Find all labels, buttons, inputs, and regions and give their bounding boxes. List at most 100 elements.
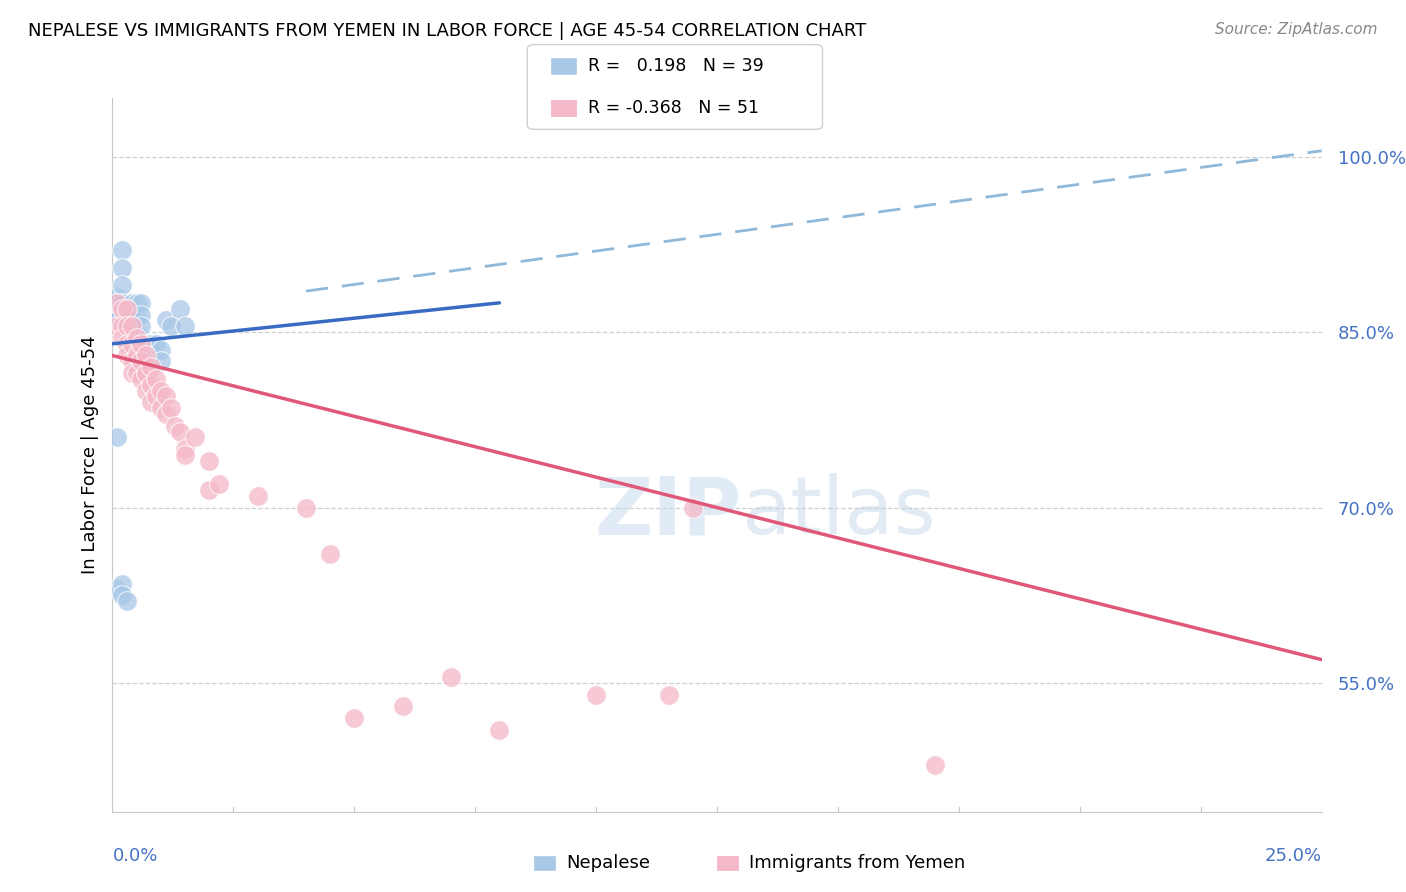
Point	[174, 442, 197, 456]
Point	[141, 360, 163, 375]
Point	[141, 377, 163, 392]
Point	[125, 296, 148, 310]
Point	[111, 296, 134, 310]
Text: 25.0%: 25.0%	[1264, 847, 1322, 865]
Point	[115, 301, 138, 316]
Point	[111, 278, 134, 293]
Point	[440, 670, 463, 684]
Point	[121, 366, 143, 380]
Point	[585, 688, 607, 702]
Point	[115, 594, 138, 608]
Point	[174, 319, 197, 334]
Point	[111, 260, 134, 275]
Point	[121, 331, 143, 345]
Point	[174, 448, 197, 462]
Point	[115, 308, 138, 322]
Point	[121, 319, 143, 334]
Point	[115, 313, 138, 327]
Point	[391, 699, 413, 714]
Point	[111, 319, 134, 334]
Point	[149, 343, 172, 357]
Point	[149, 401, 172, 416]
Text: 0.0%: 0.0%	[112, 847, 157, 865]
Point	[125, 336, 148, 351]
Text: R = -0.368   N = 51: R = -0.368 N = 51	[588, 99, 759, 117]
Point	[183, 430, 205, 444]
Point	[131, 319, 153, 334]
Point	[131, 372, 153, 386]
Point	[105, 296, 128, 310]
Point	[155, 313, 177, 327]
Point	[121, 313, 143, 327]
Point	[125, 331, 148, 345]
Point	[115, 319, 138, 334]
Point	[343, 711, 366, 725]
Point	[131, 296, 153, 310]
Point	[115, 336, 138, 351]
Point	[149, 354, 172, 368]
Point	[115, 331, 138, 345]
Point	[165, 418, 187, 433]
Point	[682, 500, 704, 515]
Point	[169, 425, 191, 439]
Point	[198, 483, 221, 497]
Text: ZIP: ZIP	[593, 473, 741, 551]
Point	[145, 336, 167, 351]
Point	[141, 336, 163, 351]
Point	[115, 336, 138, 351]
Point	[125, 366, 148, 380]
Point	[135, 384, 157, 398]
Text: atlas: atlas	[741, 473, 935, 551]
Point	[159, 319, 181, 334]
Text: Immigrants from Yemen: Immigrants from Yemen	[749, 854, 966, 872]
Point	[155, 407, 177, 421]
Point	[121, 354, 143, 368]
Point	[105, 430, 128, 444]
Point	[115, 319, 138, 334]
Point	[169, 301, 191, 316]
Point	[208, 477, 231, 491]
Point	[135, 366, 157, 380]
Point	[135, 336, 157, 351]
Point	[121, 319, 143, 334]
Point	[111, 243, 134, 257]
Point	[131, 354, 153, 368]
Point	[135, 343, 157, 357]
Text: Nepalese: Nepalese	[567, 854, 651, 872]
Point	[295, 500, 318, 515]
Point	[125, 325, 148, 339]
Point	[105, 290, 128, 304]
Point	[149, 384, 172, 398]
Point	[246, 489, 269, 503]
Point	[111, 576, 134, 591]
Point	[488, 723, 510, 737]
Point	[159, 401, 181, 416]
Text: NEPALESE VS IMMIGRANTS FROM YEMEN IN LABOR FORCE | AGE 45-54 CORRELATION CHART: NEPALESE VS IMMIGRANTS FROM YEMEN IN LAB…	[28, 22, 866, 40]
Point	[125, 311, 148, 326]
Point	[111, 301, 134, 316]
Point	[105, 319, 128, 334]
Point	[131, 308, 153, 322]
Point	[141, 395, 163, 409]
Point	[121, 336, 143, 351]
Point	[111, 588, 134, 602]
Point	[131, 336, 153, 351]
Point	[924, 758, 946, 772]
Point	[145, 389, 167, 403]
Y-axis label: In Labor Force | Age 45-54: In Labor Force | Age 45-54	[80, 335, 98, 574]
Point	[115, 349, 138, 363]
Point	[105, 582, 128, 597]
Point	[105, 301, 128, 316]
Text: R =   0.198   N = 39: R = 0.198 N = 39	[588, 57, 763, 75]
Point	[105, 313, 128, 327]
Point	[198, 454, 221, 468]
Point	[319, 547, 342, 561]
Point	[111, 331, 134, 345]
Point	[125, 349, 148, 363]
Point	[145, 372, 167, 386]
Point	[135, 349, 157, 363]
Point	[155, 389, 177, 403]
Point	[121, 301, 143, 316]
Point	[658, 688, 681, 702]
Point	[121, 296, 143, 310]
